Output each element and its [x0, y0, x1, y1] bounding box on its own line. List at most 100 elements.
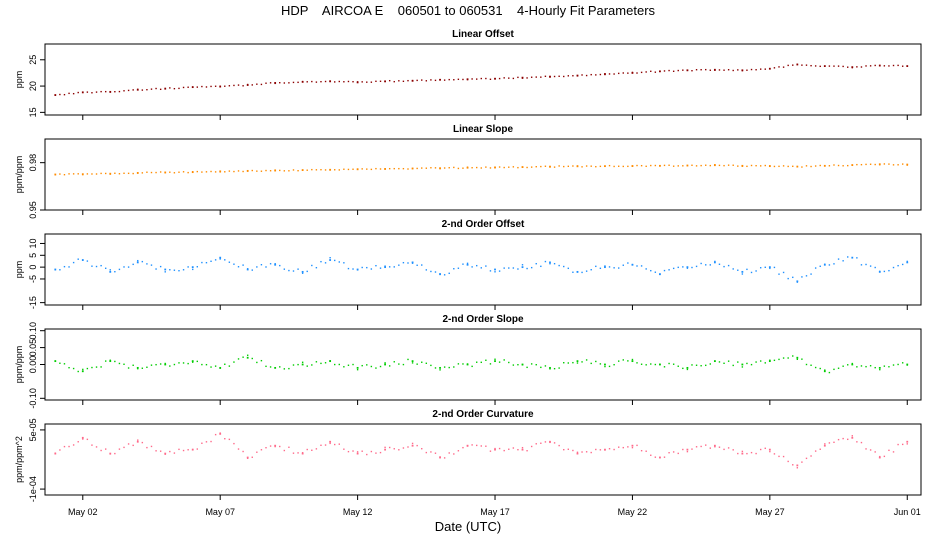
sample-point	[356, 81, 359, 83]
sample-point	[663, 164, 666, 167]
sample-point	[256, 361, 258, 364]
sample-point	[59, 93, 61, 96]
sample-point	[677, 266, 679, 269]
sample-point	[901, 163, 904, 165]
sample-point	[828, 165, 831, 167]
sample-point	[650, 269, 652, 272]
sample-point	[892, 64, 895, 67]
x-tick-label: May 22	[618, 507, 648, 517]
sample-point	[421, 167, 423, 169]
sample-point	[819, 367, 821, 370]
sample-point	[700, 445, 702, 448]
y-axis-label: ppm	[14, 71, 24, 89]
sample-point	[640, 164, 643, 167]
sample-point	[430, 270, 432, 273]
sample-point	[210, 260, 212, 262]
sample-point	[764, 362, 766, 364]
sample-point	[608, 164, 611, 167]
sample-point	[489, 270, 492, 272]
sample-point	[709, 447, 712, 449]
sample-point	[508, 77, 510, 79]
sample-point	[265, 365, 267, 368]
sample-point	[178, 448, 180, 451]
sample-point	[521, 166, 524, 168]
sample-point	[150, 171, 153, 174]
sample-point	[315, 81, 318, 83]
sample-point	[127, 367, 130, 369]
sample-point	[63, 265, 66, 268]
sample-point	[352, 81, 354, 83]
sample-point	[416, 167, 418, 170]
sample-point	[366, 81, 368, 83]
sample-point	[164, 453, 166, 455]
sample-point	[155, 268, 157, 270]
plot-frame	[44, 233, 922, 306]
panel-title: Linear Slope	[453, 124, 513, 135]
sample-point	[599, 449, 602, 451]
sample-point	[114, 270, 116, 273]
sample-point	[86, 438, 89, 441]
sample-point	[228, 170, 231, 172]
sample-point	[297, 170, 299, 172]
sample-point	[773, 359, 776, 362]
sample-point	[640, 363, 643, 365]
sample-point	[205, 363, 208, 366]
sample-point	[572, 75, 574, 77]
sample-point	[233, 361, 235, 363]
sample-point	[457, 167, 460, 170]
sample-point	[91, 444, 93, 446]
sample-point	[695, 69, 698, 71]
sample-point	[622, 264, 624, 266]
sample-point	[301, 80, 304, 83]
sample-point	[544, 75, 547, 78]
sample-point	[714, 260, 716, 263]
sample-point	[347, 364, 350, 366]
sample-point	[169, 171, 171, 173]
sample-point	[782, 455, 785, 458]
sample-point	[494, 358, 496, 360]
sample-point	[585, 74, 588, 77]
sample-point	[466, 445, 469, 447]
sample-point	[801, 166, 803, 168]
sample-point	[558, 367, 560, 369]
sample-point	[311, 80, 313, 83]
panel-4: 2-nd Order Slope ppm/ppm -0.10 0.000.050.10	[14, 314, 922, 409]
sample-point	[137, 367, 139, 370]
sample-point	[759, 448, 762, 451]
sample-point	[54, 173, 57, 176]
data-point	[741, 452, 744, 455]
sample-point	[741, 273, 744, 275]
sample-point	[517, 268, 519, 270]
sample-point	[297, 452, 299, 454]
sample-point	[398, 449, 400, 451]
sample-point	[732, 164, 734, 166]
sample-point	[819, 265, 821, 267]
sample-point	[361, 168, 363, 170]
sample-point	[750, 451, 753, 454]
sample-point	[599, 73, 602, 76]
sample-point	[246, 83, 249, 86]
sample-point	[700, 164, 702, 167]
sample-point	[301, 361, 304, 363]
sample-point	[274, 445, 276, 448]
data-point	[713, 261, 716, 264]
sample-point	[617, 165, 620, 167]
sample-point	[787, 277, 789, 280]
sample-point	[109, 269, 111, 271]
sample-point	[508, 361, 510, 364]
data-point	[246, 356, 249, 359]
sample-point	[865, 365, 867, 368]
sample-point	[448, 452, 450, 454]
sample-point	[613, 448, 615, 451]
sample-point	[553, 75, 556, 78]
sample-point	[169, 87, 171, 89]
sample-point	[874, 163, 876, 166]
sample-point	[242, 170, 244, 173]
sample-point	[439, 273, 441, 275]
sample-point	[384, 362, 386, 364]
sample-point	[773, 67, 776, 69]
sample-point	[109, 91, 111, 93]
data-point	[686, 266, 689, 269]
sample-point	[288, 367, 290, 370]
x-tick-label: May 07	[205, 507, 235, 517]
